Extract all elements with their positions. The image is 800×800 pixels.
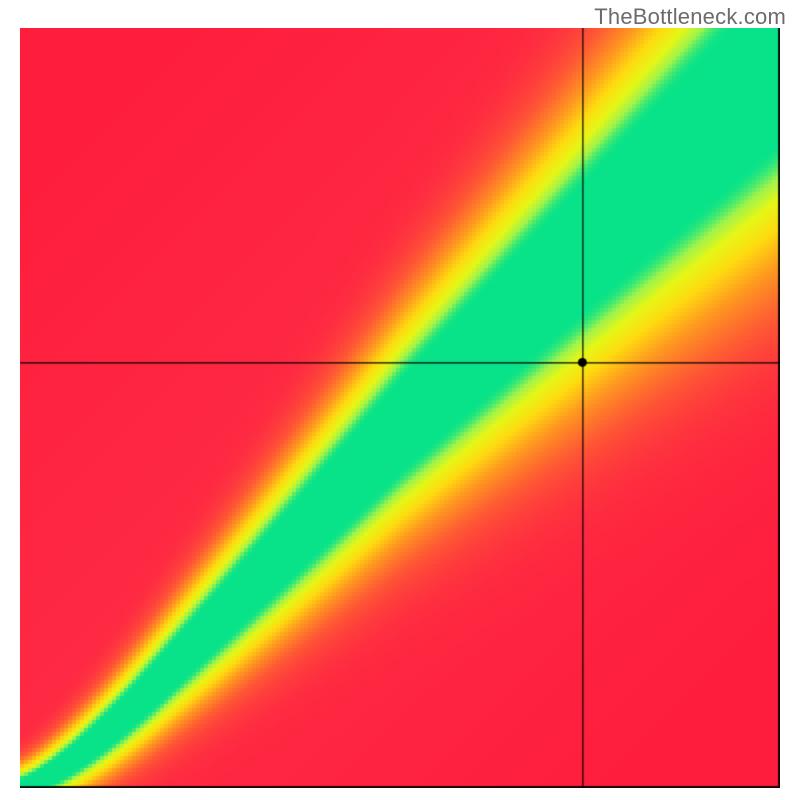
chart-container: TheBottleneck.com [0, 0, 800, 800]
watermark-label: TheBottleneck.com [594, 4, 786, 30]
heatmap-canvas [20, 28, 780, 788]
